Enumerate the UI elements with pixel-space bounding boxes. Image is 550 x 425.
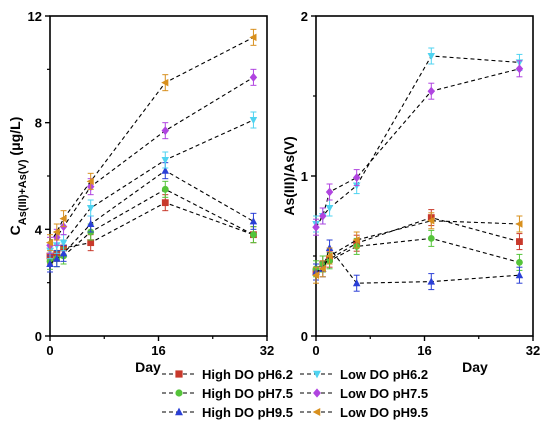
left-y-tick-label: 4 (35, 222, 43, 237)
left-series-line (49, 36, 254, 243)
right-series-line (315, 55, 520, 225)
left-y-tick-label: 12 (28, 9, 42, 24)
left-data-point (46, 259, 54, 268)
left-data-point (87, 239, 95, 247)
right-data-point (325, 204, 334, 213)
right-data-point (515, 64, 524, 74)
right-data-point (352, 236, 360, 244)
right-data-point (427, 86, 436, 96)
left-data-point (249, 72, 258, 82)
legend-label: High DO pH9.5 (202, 405, 293, 420)
right-data-point (516, 238, 523, 245)
legend-marker (313, 388, 321, 398)
right-data-point (325, 187, 334, 197)
legend-marker (313, 370, 321, 379)
right-data-point (427, 217, 435, 225)
legend: High DO pH6.2 Low DO pH6.2 High DO pH7.5 Lo… (162, 367, 428, 420)
left-series-line (49, 202, 254, 257)
left-data-point (59, 239, 68, 247)
left-data-point (161, 156, 170, 165)
right-data-point (427, 277, 436, 285)
right-data-point (311, 271, 320, 279)
legend-marker (175, 407, 183, 416)
legend-marker (175, 370, 183, 378)
left-data-point (59, 249, 68, 257)
legend-marker (312, 408, 321, 416)
left-x-tick-label: 0 (46, 343, 53, 358)
right-data-point (352, 182, 361, 190)
right-y-tick-label: 2 (301, 9, 308, 24)
right-ticks: 0 16 32 0 1 2 (301, 9, 540, 358)
left-data-point (249, 116, 258, 125)
left-data-point (86, 219, 95, 228)
left-data-point (249, 33, 257, 42)
left-data-point (249, 217, 258, 225)
right-data-point (352, 173, 361, 183)
left-y-axis-title-sub: As(III)+As(V) (17, 159, 29, 225)
right-data-point (318, 265, 326, 273)
right-y-tick-label: 0 (301, 329, 308, 344)
left-data-point (250, 231, 257, 239)
right-x-tick-label: 16 (417, 343, 431, 358)
left-data-point (161, 199, 169, 207)
left-y-axis-title-unit: (μg/L) (7, 117, 23, 160)
left-series-line (49, 170, 254, 265)
left-series (45, 28, 258, 273)
left-data-point (86, 177, 94, 186)
right-data-point (516, 259, 523, 266)
legend-label: Low DO pH6.2 (340, 367, 428, 382)
left-data-point (86, 204, 95, 213)
right-x-tick-label: 32 (526, 343, 540, 358)
right-data-point (515, 220, 523, 228)
left-ticks: 0 16 32 0 4 8 12 (28, 9, 275, 358)
left-y-tick-label: 8 (35, 116, 42, 131)
left-x-tick-label: 32 (260, 343, 274, 358)
left-data-point (59, 214, 67, 223)
left-data-point (161, 126, 170, 136)
left-x-tick-label: 16 (151, 343, 165, 358)
left-y-tick-label: 0 (35, 329, 42, 344)
left-data-point (53, 242, 61, 250)
left-y-axis-title: CAs(III)+As(V) (μg/L) (7, 117, 29, 236)
right-y-axis-title: As(III)/As(V) (281, 136, 297, 215)
legend-label: High DO pH7.5 (202, 386, 293, 401)
right-series-line (315, 68, 520, 228)
left-panel: 0 16 32 0 4 8 12 Day CAs(III)+As(V) (μg/L) (7, 9, 274, 375)
right-x-tick-label: 0 (312, 343, 319, 358)
right-data-point (352, 279, 361, 287)
right-y-tick-label: 1 (301, 169, 308, 184)
right-series-line (315, 220, 520, 276)
right-plot-frame (315, 15, 534, 337)
right-data-point (515, 271, 524, 279)
right-series (311, 47, 524, 292)
right-data-point (312, 222, 320, 232)
right-data-point (427, 52, 436, 61)
left-data-point (161, 166, 170, 174)
left-data-point (53, 254, 61, 262)
right-data-point (325, 252, 333, 260)
left-data-point (45, 238, 54, 247)
right-data-point (325, 243, 334, 252)
left-data-point (161, 185, 169, 193)
right-panel: 0 16 32 0 1 2 Day As(III)/As(V) (281, 9, 540, 375)
right-series-line (315, 217, 520, 273)
left-series-line (49, 188, 254, 262)
left-data-point (52, 228, 60, 236)
legend-label: Low DO pH9.5 (340, 405, 428, 420)
right-x-axis-title: Day (462, 359, 488, 375)
left-series-line (49, 119, 254, 252)
legend-marker (175, 389, 183, 397)
left-x-axis-title: Day (135, 359, 161, 375)
right-series-line (315, 237, 520, 270)
legend-label: High DO pH6.2 (202, 367, 293, 382)
left-data-point (161, 78, 169, 87)
right-data-point (319, 211, 327, 221)
right-series-line (315, 246, 520, 284)
legend-label: Low DO pH7.5 (340, 386, 428, 401)
right-data-point (427, 235, 435, 242)
left-y-axis-title-main: C (7, 225, 23, 235)
